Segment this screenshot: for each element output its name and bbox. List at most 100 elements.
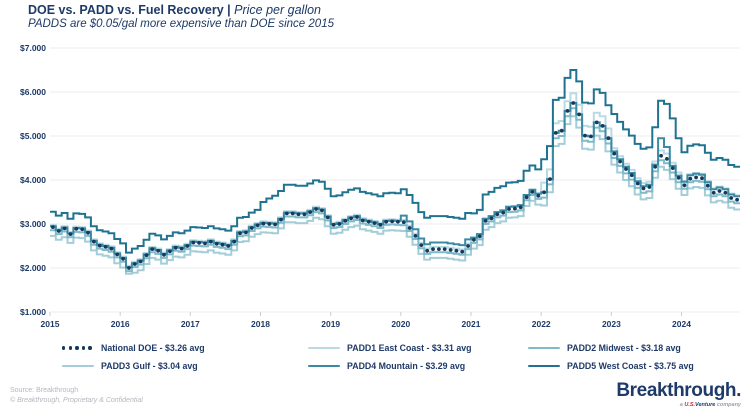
footer: Source: Breakthrough © Breakthrough, Pro… [10, 386, 143, 406]
x-tick-label: 2020 [391, 319, 410, 329]
national-doe-dot [688, 176, 693, 181]
national-doe-dot [74, 226, 79, 231]
national-doe-dot [495, 212, 500, 217]
national-doe-dot [594, 120, 599, 125]
national-doe-dot [530, 190, 535, 194]
national-doe-dot [92, 239, 96, 244]
national-doe-dot [396, 219, 400, 224]
legend-label-national-doe: National DOE - $3.26 avg [101, 343, 205, 353]
national-doe-dot [682, 183, 687, 188]
national-doe-dot [437, 247, 441, 252]
y-tick-label: $7.000 [20, 43, 46, 53]
chart-subtitle: PADDS are $0.05/gal more expensive than … [28, 18, 334, 30]
tagline-venture: Venture [695, 402, 716, 408]
x-tick-label: 2015 [41, 319, 60, 329]
national-doe-dot [279, 217, 283, 222]
x-tick-label: 2021 [462, 319, 481, 329]
chart-title-units: Price per gallon [234, 3, 321, 17]
padd4-line-swatch [308, 364, 340, 368]
y-tick-label: $6.000 [20, 87, 46, 97]
national-doe-dot [413, 234, 418, 238]
national-doe-dot [606, 136, 611, 141]
national-doe-dot [694, 175, 698, 180]
national-doe-dot [583, 133, 587, 138]
legend-item-padd4-mountain: PADD4 Mountain - $3.29 avg [308, 359, 528, 373]
legend-label-padd2-midwest: PADD2 Midwest - $3.18 avg [567, 343, 681, 353]
national-doe-dot [296, 212, 301, 217]
national-doe-dot [314, 207, 318, 211]
national-doe-dot [618, 159, 622, 164]
national-doe-dot [325, 215, 330, 220]
tagline-prefix: a [679, 402, 685, 408]
usventure-tagline: a U.S.Venture company [616, 402, 741, 408]
padd2-midwest-line [50, 107, 740, 273]
national-doe-dot [267, 222, 272, 226]
national-doe-dot [62, 226, 67, 231]
national-doe-dot [641, 186, 646, 191]
national-doe-dot [51, 225, 55, 230]
national-doe-dot [670, 166, 675, 171]
breakthrough-wordmark: Breakthrough. [616, 380, 741, 401]
national-doe-dot [97, 243, 102, 248]
national-doe-dot [518, 205, 523, 210]
national-doe-dot [156, 248, 161, 253]
tagline-suffix: company [715, 402, 741, 408]
national-doe-dot [589, 134, 593, 139]
national-doe-dot [150, 247, 155, 252]
national-doe-dot [624, 167, 628, 171]
national-doe-dot [442, 247, 447, 252]
national-doe-dot [665, 157, 669, 161]
padd5-line-swatch [528, 364, 560, 368]
national-doe-dot [419, 243, 424, 248]
national-doe-dot [483, 219, 488, 223]
y-tick-label: $5.000 [20, 131, 46, 141]
national-doe-dot [132, 262, 137, 266]
x-tick-label: 2023 [602, 319, 621, 329]
national-doe-dot [577, 112, 582, 117]
national-doe-dot [700, 176, 704, 181]
national-doe-dot [635, 181, 640, 186]
national-doe-dot [232, 239, 237, 244]
national-doe-dot [168, 249, 172, 254]
national-doe-dot [56, 229, 61, 233]
footer-source: Source: Breakthrough [10, 387, 79, 394]
national-doe-dot [723, 190, 728, 195]
national-doe-dot [220, 242, 225, 247]
national-doe-dot [536, 193, 541, 198]
chart-legend: National DOE - $3.26 avg PADD1 East Coas… [62, 341, 694, 373]
national-doe-dot [115, 252, 120, 257]
national-doe-dot [571, 101, 576, 105]
national-doe-dot [255, 223, 260, 228]
national-doe-dot [717, 189, 722, 193]
national-doe-dot [244, 230, 248, 235]
y-tick-label: $3.000 [20, 219, 46, 229]
padd4-mountain-line [50, 102, 740, 269]
national-doe-dot [197, 241, 202, 245]
x-tick-label: 2018 [251, 319, 270, 329]
legend-item-padd2-midwest: PADD2 Midwest - $3.18 avg [528, 341, 694, 355]
national-doe-dot [372, 221, 377, 226]
national-doe-dot [501, 210, 506, 215]
padd1-line-swatch [308, 346, 340, 350]
national-doe-dot [425, 248, 430, 253]
padd3-line-swatch [62, 364, 94, 368]
y-tick-label: $1.000 [20, 307, 46, 317]
national-doe-dot [185, 244, 190, 248]
national-doe-dot [542, 190, 546, 195]
national-doe-dot [208, 239, 213, 244]
padd2-line-swatch [528, 346, 560, 350]
national-doe-dot [407, 226, 412, 230]
national-doe-dot [454, 248, 459, 253]
national-doe-dot [401, 220, 406, 225]
national-doe-dot [320, 208, 324, 213]
national-doe-dot [705, 183, 710, 188]
national-doe-dot [448, 248, 453, 252]
national-doe-dot [553, 131, 558, 135]
national-doe-dot [191, 240, 196, 245]
national-doe-dot [460, 249, 465, 254]
national-doe-dot [735, 197, 739, 202]
national-doe-dot [355, 215, 359, 219]
tagline-us: U.S. [684, 402, 696, 408]
national-doe-dot [431, 247, 435, 252]
chart-title-main: DOE vs. PADD vs. Fuel Recovery [28, 3, 224, 17]
